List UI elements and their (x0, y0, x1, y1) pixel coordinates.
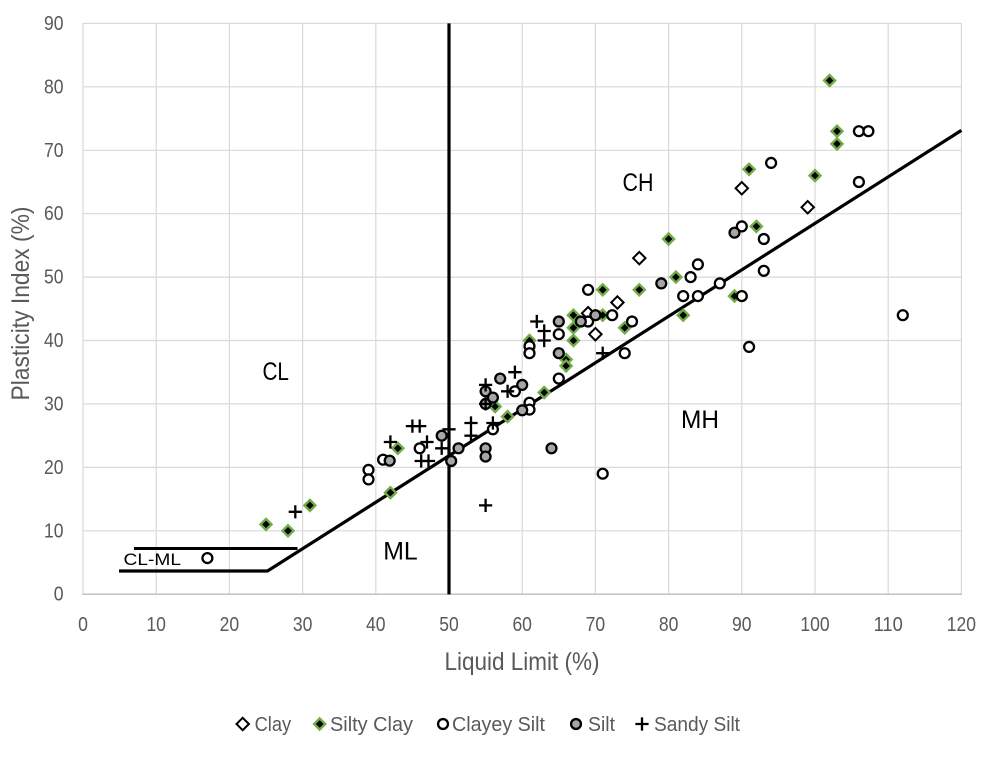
svg-text:Plasticity Index (%): Plasticity Index (%) (7, 207, 35, 401)
svg-text:Silt: Silt (588, 714, 615, 736)
svg-text:70: 70 (586, 614, 606, 636)
svg-text:Silty Clay: Silty Clay (330, 714, 413, 736)
svg-text:Liquid Limit (%): Liquid Limit (%) (445, 648, 600, 676)
svg-text:80: 80 (659, 614, 679, 636)
svg-text:Clayey Silt: Clayey Silt (452, 714, 545, 736)
svg-text:50: 50 (439, 614, 459, 636)
svg-text:30: 30 (44, 393, 64, 415)
svg-text:60: 60 (44, 203, 64, 225)
svg-text:30: 30 (293, 614, 313, 636)
svg-text:Clay: Clay (255, 714, 292, 736)
svg-text:ML: ML (383, 538, 418, 566)
svg-text:CL: CL (262, 358, 289, 386)
svg-text:40: 40 (44, 330, 64, 352)
svg-text:10: 10 (146, 614, 166, 636)
svg-text:110: 110 (874, 614, 903, 636)
svg-text:90: 90 (732, 614, 752, 636)
svg-text:50: 50 (44, 267, 64, 289)
svg-text:80: 80 (44, 76, 64, 98)
svg-text:100: 100 (800, 614, 829, 636)
svg-text:CL-ML: CL-ML (124, 550, 182, 569)
svg-text:Sandy Silt: Sandy Silt (654, 714, 740, 736)
svg-text:0: 0 (78, 614, 88, 636)
svg-text:MH: MH (681, 406, 719, 434)
svg-text:60: 60 (512, 614, 532, 636)
svg-text:40: 40 (366, 614, 386, 636)
svg-text:90: 90 (44, 13, 64, 35)
svg-text:70: 70 (44, 140, 64, 162)
svg-text:20: 20 (220, 614, 240, 636)
svg-text:CH: CH (623, 169, 654, 197)
svg-text:20: 20 (44, 457, 64, 479)
svg-text:10: 10 (44, 520, 64, 542)
svg-text:120: 120 (947, 614, 976, 636)
svg-text:0: 0 (54, 584, 64, 606)
